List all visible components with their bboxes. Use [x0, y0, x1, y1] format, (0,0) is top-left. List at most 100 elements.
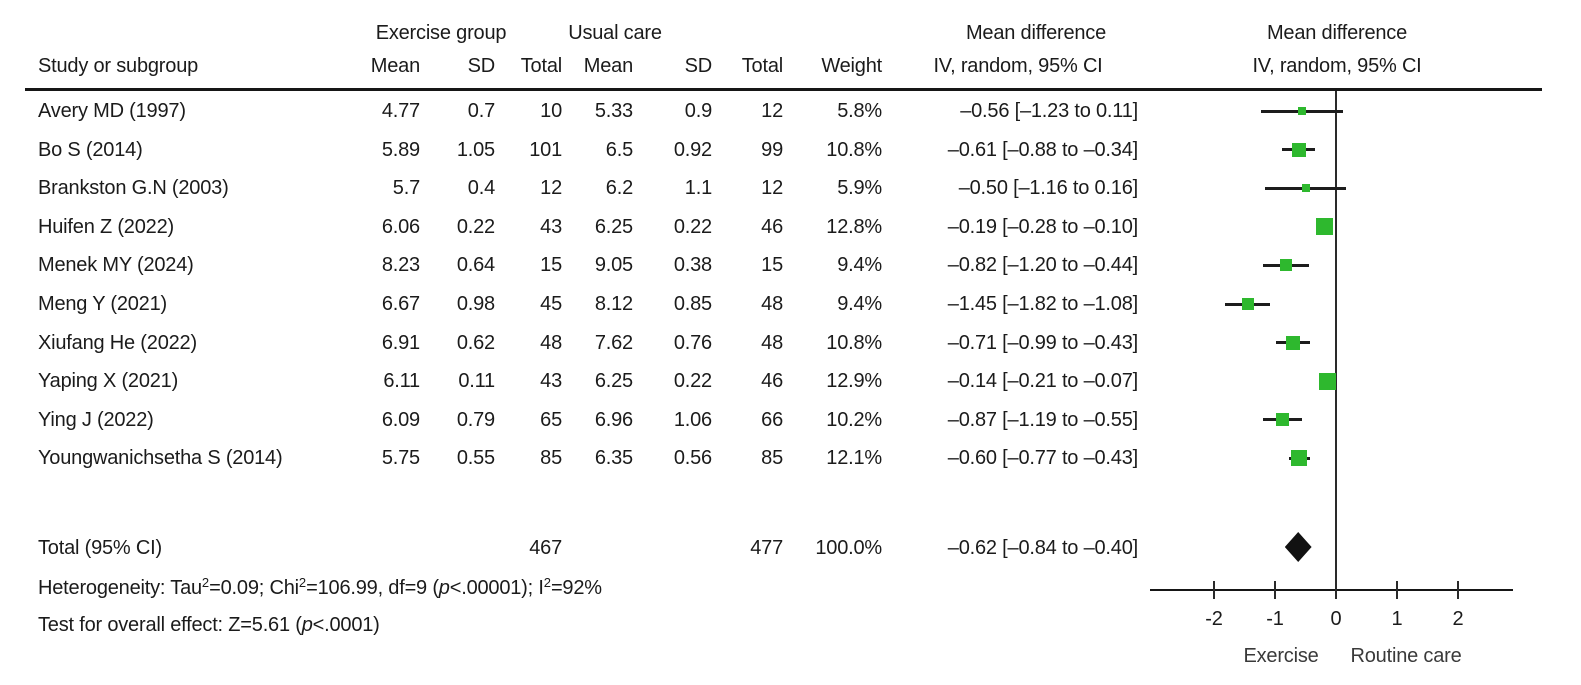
effect-square	[1319, 372, 1336, 390]
study-mean2: 7.62	[594, 332, 633, 354]
study-sd2: 0.56	[673, 447, 712, 469]
study-sd1: 0.62	[456, 332, 495, 354]
study-weight: 9.4%	[837, 254, 882, 276]
study-sd2: 0.22	[673, 370, 712, 392]
mean2-column-header: Mean	[583, 55, 633, 77]
study-mean1: 6.11	[383, 370, 420, 392]
study-sd1: 0.7	[467, 100, 495, 122]
study-ci-text: –0.61 [–0.88 to –0.34]	[947, 139, 1138, 161]
study-mean1: 5.7	[392, 177, 420, 199]
study-mean1: 5.75	[381, 447, 420, 469]
study-label: Xiufang He (2022)	[38, 332, 197, 354]
study-weight: 12.1%	[826, 447, 882, 469]
effect-square	[1301, 184, 1310, 193]
study-total2: 66	[761, 409, 783, 431]
effect-p-italic: p	[301, 614, 313, 636]
study-mean1: 6.67	[381, 293, 420, 315]
study-label: Yaping X (2021)	[38, 370, 179, 392]
x-axis-tick	[1274, 581, 1276, 599]
study-ci-text: –0.50 [–1.16 to 0.16]	[958, 177, 1138, 199]
iv-random-header-right: IV, random, 95% CI	[1252, 55, 1422, 77]
total-diamond	[1284, 532, 1312, 562]
study-weight: 9.4%	[837, 293, 882, 315]
study-mean1: 8.23	[381, 254, 420, 276]
x-axis-tick-label: -1	[1266, 608, 1284, 630]
study-weight: 12.8%	[826, 216, 882, 238]
study-total1: 12	[540, 177, 562, 199]
het-sup: 2	[543, 575, 551, 590]
study-weight: 10.2%	[826, 409, 882, 431]
study-sd1: 1.05	[456, 139, 495, 161]
effect-part: Test for overall effect: Z=5.61 (	[38, 614, 302, 636]
iv-random-header-left: IV, random, 95% CI	[933, 55, 1103, 77]
study-sd1: 0.98	[456, 293, 495, 315]
study-total1: 45	[540, 293, 562, 315]
effect-square	[1241, 298, 1254, 310]
study-mean1: 6.06	[381, 216, 420, 238]
het-part: Heterogeneity: Tau	[38, 577, 202, 599]
study-mean2: 8.12	[594, 293, 633, 315]
het-part: =92%	[550, 577, 602, 599]
effect-square	[1297, 107, 1306, 115]
study-label: Ying J (2022)	[38, 409, 154, 431]
study-weight: 5.9%	[837, 177, 882, 199]
het-part: <.00001); I	[449, 577, 544, 599]
study-mean1: 6.09	[381, 409, 420, 431]
study-weight: 12.9%	[826, 370, 882, 392]
x-axis-tick-label: 0	[1330, 608, 1342, 630]
study-label: Bo S (2014)	[38, 139, 143, 161]
effect-square	[1285, 335, 1300, 350]
study-label: Youngwanichsetha S (2014)	[38, 447, 283, 469]
sd2-column-header: SD	[684, 55, 713, 77]
study-weight: 10.8%	[826, 139, 882, 161]
effect-square	[1280, 259, 1292, 272]
study-sd1: 0.4	[467, 177, 495, 199]
study-mean2: 6.96	[594, 409, 633, 431]
total-row-label: Total (95% CI)	[38, 537, 162, 559]
study-mean1: 5.89	[381, 139, 420, 161]
study-mean2: 6.25	[594, 370, 633, 392]
axis-right-label: Routine care	[1350, 645, 1462, 667]
study-label: Brankston G.N (2003)	[38, 177, 229, 199]
het-p-italic: p	[438, 577, 450, 599]
usual-care-header: Usual care	[568, 22, 662, 44]
study-mean2: 6.25	[594, 216, 633, 238]
x-axis-line	[1150, 589, 1513, 591]
exercise-group-header: Exercise group	[375, 22, 507, 44]
study-mean2: 6.5	[605, 139, 633, 161]
study-ci-text: –0.56 [–1.23 to 0.11]	[960, 100, 1138, 122]
effect-square	[1315, 218, 1333, 236]
weight-column-header: Weight	[821, 55, 882, 77]
study-ci-text: –0.14 [–0.21 to –0.07]	[947, 370, 1138, 392]
effect-square	[1291, 142, 1306, 157]
study-label: Avery MD (1997)	[38, 100, 186, 122]
total-weight: 100.0%	[815, 537, 882, 559]
study-sd2: 0.9	[684, 100, 712, 122]
study-ci-text: –0.60 [–0.77 to –0.43]	[947, 447, 1138, 469]
study-total1: 85	[540, 447, 562, 469]
effect-square	[1276, 413, 1290, 427]
study-ci-text: –0.19 [–0.28 to –0.10]	[947, 216, 1138, 238]
study-mean1: 4.77	[381, 100, 420, 122]
study-total2: 99	[761, 139, 783, 161]
study-mean2: 6.2	[605, 177, 633, 199]
study-mean1: 6.91	[381, 332, 420, 354]
study-sd2: 1.06	[673, 409, 712, 431]
study-total2: 48	[761, 332, 783, 354]
study-total2: 48	[761, 293, 783, 315]
axis-left-label: Exercise	[1243, 645, 1319, 667]
zero-effect-line	[1335, 91, 1337, 591]
total-usualcare-n: 477	[750, 537, 783, 559]
study-sd2: 0.38	[673, 254, 712, 276]
study-mean2: 9.05	[594, 254, 633, 276]
study-sd2: 0.85	[673, 293, 712, 315]
effect-part: <.0001)	[312, 614, 380, 636]
study-ci-text: –0.87 [–1.19 to –0.55]	[947, 409, 1138, 431]
het-part: =0.09; Chi	[209, 577, 299, 599]
study-column-header: Study or subgroup	[38, 55, 199, 77]
study-mean2: 5.33	[594, 100, 633, 122]
het-part: =106.99, df=9 (	[306, 577, 439, 599]
study-ci-text: –0.82 [–1.20 to –0.44]	[947, 254, 1138, 276]
study-total2: 46	[761, 370, 783, 392]
